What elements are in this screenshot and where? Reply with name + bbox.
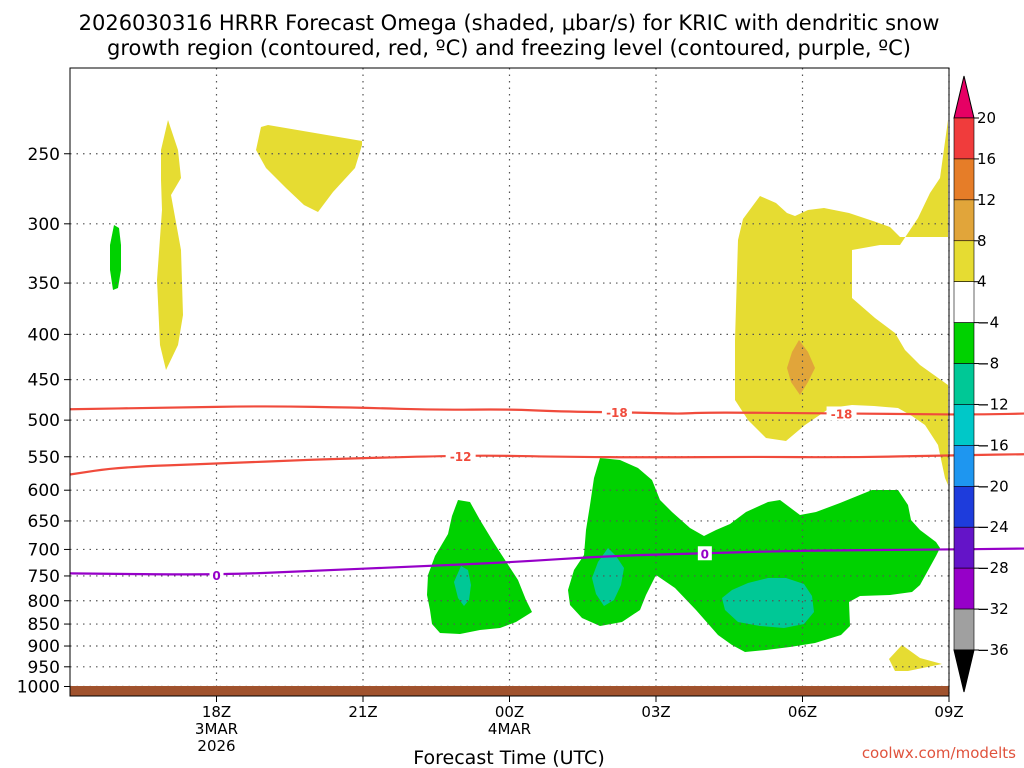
omega-region-teal-07z (722, 578, 814, 628)
y-tick-label: 450 (28, 371, 60, 391)
colorbar-swatch (953, 404, 975, 446)
pressure-axis: 2503003504004505005506006507007508008509… (17, 145, 70, 698)
y-tick-label: 500 (28, 411, 60, 431)
omega-region-yellow-21z (256, 125, 362, 212)
y-tick-label: 700 (28, 540, 60, 560)
y-tick-label: 600 (28, 481, 60, 501)
colorbar: 20 16 12 8 4 −4 −8 −12 −16 −20 −24 −28 −32 −36 (953, 75, 1009, 693)
colorbar-label: −24 (977, 518, 1009, 536)
contour-label: -18 (606, 406, 628, 420)
colorbar-swatch (953, 199, 975, 242)
y-tick-label: 550 (28, 448, 60, 468)
colorbar-swatch (953, 117, 975, 160)
contour-line-red (69, 453, 1024, 476)
y-tick-label: 950 (28, 658, 60, 678)
colorbar-label: −16 (977, 436, 1009, 454)
omega-region-yellow-right (735, 120, 948, 485)
y-tick-label: 1000 (17, 678, 60, 698)
y-tick-label: 400 (28, 325, 60, 345)
colorbar-swatch (953, 322, 975, 364)
contour-label-bg (697, 546, 712, 561)
y-tick-label: 650 (28, 512, 60, 532)
colorbar-label: −8 (977, 355, 999, 373)
omega-region-yellow-plume-18z (157, 120, 183, 370)
y-tick-label: 900 (28, 637, 60, 657)
y-tick-label: 750 (28, 567, 60, 587)
contour-label: 0 (212, 569, 220, 583)
contour-label-bg (445, 448, 476, 463)
ground-bar (70, 686, 949, 696)
colorbar-swatch (953, 608, 975, 651)
colorbar-swatch (953, 281, 975, 323)
colorbar-swatch (953, 240, 975, 282)
credit-link[interactable]: coolwx.com/modelts (862, 744, 1016, 762)
omega-region-green-17z (110, 225, 121, 290)
colorbar-swatch (953, 158, 975, 201)
colorbar-swatch (953, 445, 975, 487)
contour-label-bg (209, 567, 224, 582)
colorbar-label: 8 (977, 232, 987, 250)
x-tick-label: 00Z (495, 703, 524, 721)
x-tick-label: 3MAR (195, 720, 238, 738)
omega-region-teal-03z (592, 548, 624, 606)
y-tick-label: 800 (28, 592, 60, 612)
y-tick-label: 850 (28, 615, 60, 635)
x-tick-label: 2026 (197, 737, 235, 755)
contour-label: 0 (701, 547, 709, 561)
colorbar-label: −4 (977, 314, 999, 332)
colorbar-bottom-arrow (953, 649, 975, 693)
contour-lines: -18 -18 -12 0 0 (69, 405, 1024, 583)
plot-area: -18 -18 -12 0 0 (69, 67, 1024, 697)
y-tick-label: 300 (28, 215, 60, 235)
colorbar-swatch (953, 363, 975, 405)
omega-region-orange (787, 340, 815, 395)
x-tick-label: 4MAR (488, 720, 531, 738)
colorbar-label: 12 (977, 191, 996, 209)
x-tick-label: 03Z (641, 703, 670, 721)
contour-label: -12 (450, 450, 472, 464)
x-tick-label: 06Z (788, 703, 817, 721)
colorbar-top-arrow (953, 75, 975, 119)
x-axis-label: Forecast Time (UTC) (413, 747, 604, 768)
chart-title-line1: 2026030316 HRRR Forecast Omega (shaded, … (79, 11, 940, 35)
colorbar-label: −36 (977, 641, 1009, 659)
colorbar-label: 4 (977, 273, 987, 291)
x-tick-label: 18Z (202, 703, 231, 721)
colorbar-label: −28 (977, 559, 1009, 577)
colorbar-label: 16 (977, 150, 996, 168)
colorbar-swatch (953, 567, 975, 610)
colorbar-swatch (953, 486, 975, 528)
contour-label-bg (601, 405, 632, 420)
contour-label: -18 (831, 407, 853, 421)
contour-label-bg (826, 406, 857, 421)
chart-title-line2: growth region (contoured, red, ºC) and f… (107, 36, 911, 60)
x-tick-label: 21Z (348, 703, 377, 721)
omega-region-green-main (568, 458, 940, 652)
colorbar-label: −12 (977, 395, 1009, 413)
x-tick-label: 09Z (934, 703, 963, 721)
y-tick-label: 350 (28, 274, 60, 294)
colorbar-swatch (953, 526, 975, 569)
colorbar-label: 20 (977, 109, 996, 127)
y-tick-label: 250 (28, 145, 60, 165)
omega-region-yellow-9z-low (889, 645, 942, 671)
colorbar-label: −32 (977, 600, 1009, 618)
colorbar-label: −20 (977, 477, 1009, 495)
